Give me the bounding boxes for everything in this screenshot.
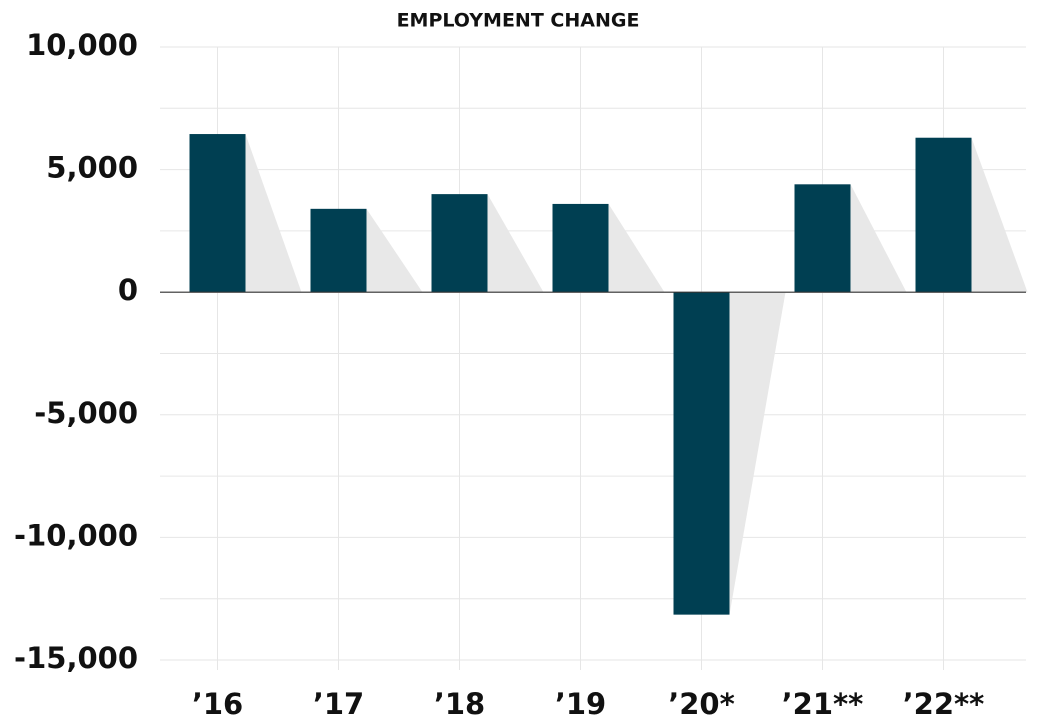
bar [310, 208, 367, 293]
y-tick-label: -10,000 [14, 518, 138, 552]
bar-shadow [487, 194, 544, 293]
y-tick-label: 10,000 [26, 28, 138, 62]
bar [189, 134, 246, 293]
x-tick-label: ’16 [192, 687, 243, 721]
bar [552, 203, 609, 293]
bar-shadow [850, 184, 907, 293]
bar-shadow [729, 292, 786, 615]
bar-shadow [366, 208, 423, 293]
y-tick-label: 0 [118, 273, 138, 307]
x-tick-label: ’20* [668, 687, 735, 721]
bar-shadow [971, 137, 1028, 293]
x-tick-label: ’18 [434, 687, 485, 721]
chart-title: EMPLOYMENT CHANGE [397, 10, 640, 32]
x-tick-label: ’19 [555, 687, 606, 721]
bar [673, 292, 730, 615]
bar-shadow [608, 203, 665, 293]
bar [794, 184, 851, 293]
bar [915, 137, 972, 293]
bar [431, 194, 488, 293]
y-tick-label: -15,000 [14, 641, 138, 675]
y-tick-label: -5,000 [34, 396, 138, 430]
y-tick-label: 5,000 [46, 151, 138, 185]
bar-shadow [245, 134, 302, 293]
x-tick-label: ’22** [903, 687, 985, 721]
x-tick-label: ’21** [782, 687, 864, 721]
x-tick-label: ’17 [313, 687, 364, 721]
